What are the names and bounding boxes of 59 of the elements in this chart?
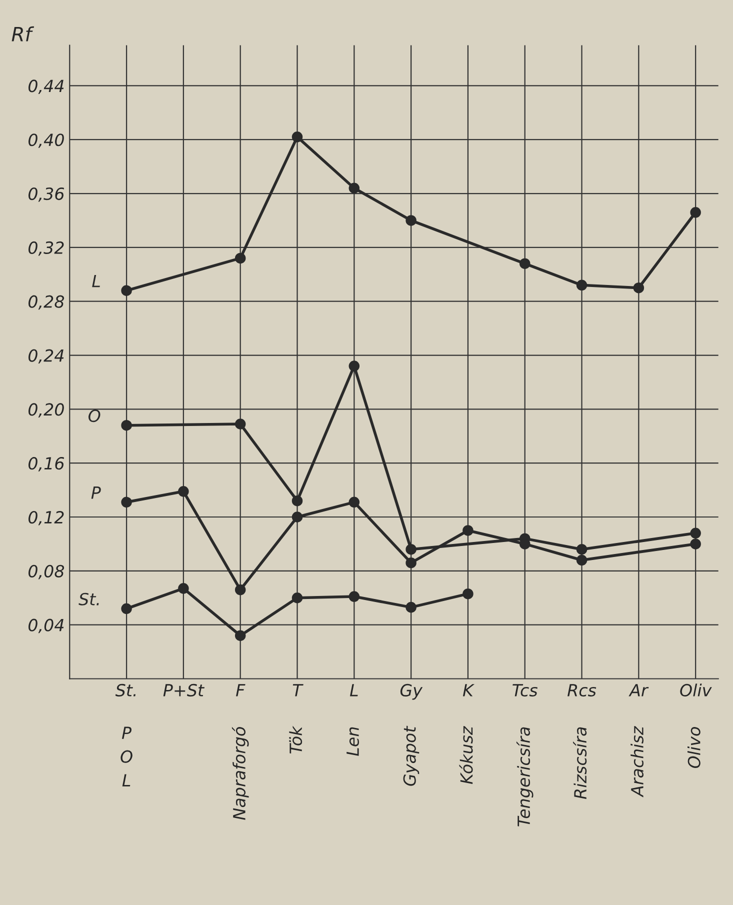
point [519, 258, 530, 269]
series-label: P [91, 486, 101, 499]
category-label: Oliv Olivo [680, 684, 712, 768]
point [576, 544, 588, 555]
point [462, 525, 474, 536]
category-label: Tcs Tengericsíra [512, 684, 538, 826]
category-label: St. P O L [115, 684, 136, 786]
point [234, 252, 246, 264]
point [633, 282, 644, 294]
category-label: T Tök [289, 684, 304, 754]
category-label: L Len [346, 684, 359, 756]
series-label: St. [78, 592, 99, 606]
series-label: L [92, 274, 100, 288]
point [348, 591, 360, 602]
point [292, 512, 303, 522]
point [178, 486, 189, 497]
y-tick-label: 0,16 [28, 457, 64, 472]
point [690, 207, 701, 218]
point [348, 360, 360, 372]
point [690, 538, 701, 550]
y-tick-label: 0,24 [28, 349, 64, 364]
category-label: K Kókusz [459, 684, 475, 784]
point [690, 528, 701, 539]
x-tick-label: P+St [163, 684, 205, 697]
category-label: Rcs Rizscsíra [568, 684, 596, 799]
y-tick-label: 0,40 [28, 134, 64, 148]
point [121, 420, 132, 431]
y-tick-label: 0,12 [28, 510, 64, 526]
point [576, 554, 588, 566]
y-tick-label: 0,44 [28, 80, 64, 94]
point [234, 584, 246, 596]
point [178, 583, 189, 594]
y-tick-label: 0,20 [28, 403, 64, 418]
point [234, 630, 246, 641]
point [292, 495, 303, 506]
point [121, 496, 132, 508]
point [292, 592, 303, 604]
point [406, 602, 416, 613]
y-tick-label: 0,28 [28, 295, 64, 310]
series-label: O [88, 410, 100, 422]
point [406, 557, 416, 568]
point [462, 588, 474, 600]
point [348, 496, 360, 508]
y-tick-label: 0,32 [28, 241, 64, 256]
point [348, 182, 360, 194]
y-tick-label: 0,36 [28, 187, 64, 202]
point [234, 418, 246, 430]
point [406, 544, 416, 555]
point [292, 132, 303, 142]
category-label: Gy Gyapot [400, 684, 423, 786]
y-axis-title: Rf [12, 26, 34, 42]
point [406, 215, 416, 226]
category-label: Ar Arachisz [628, 684, 649, 798]
point [576, 280, 588, 291]
category-label: F Napraforgó [232, 684, 249, 820]
y-tick-label: 0,04 [28, 618, 64, 634]
point [121, 603, 132, 614]
point [121, 285, 132, 296]
y-tick-label: 0,08 [28, 564, 64, 580]
